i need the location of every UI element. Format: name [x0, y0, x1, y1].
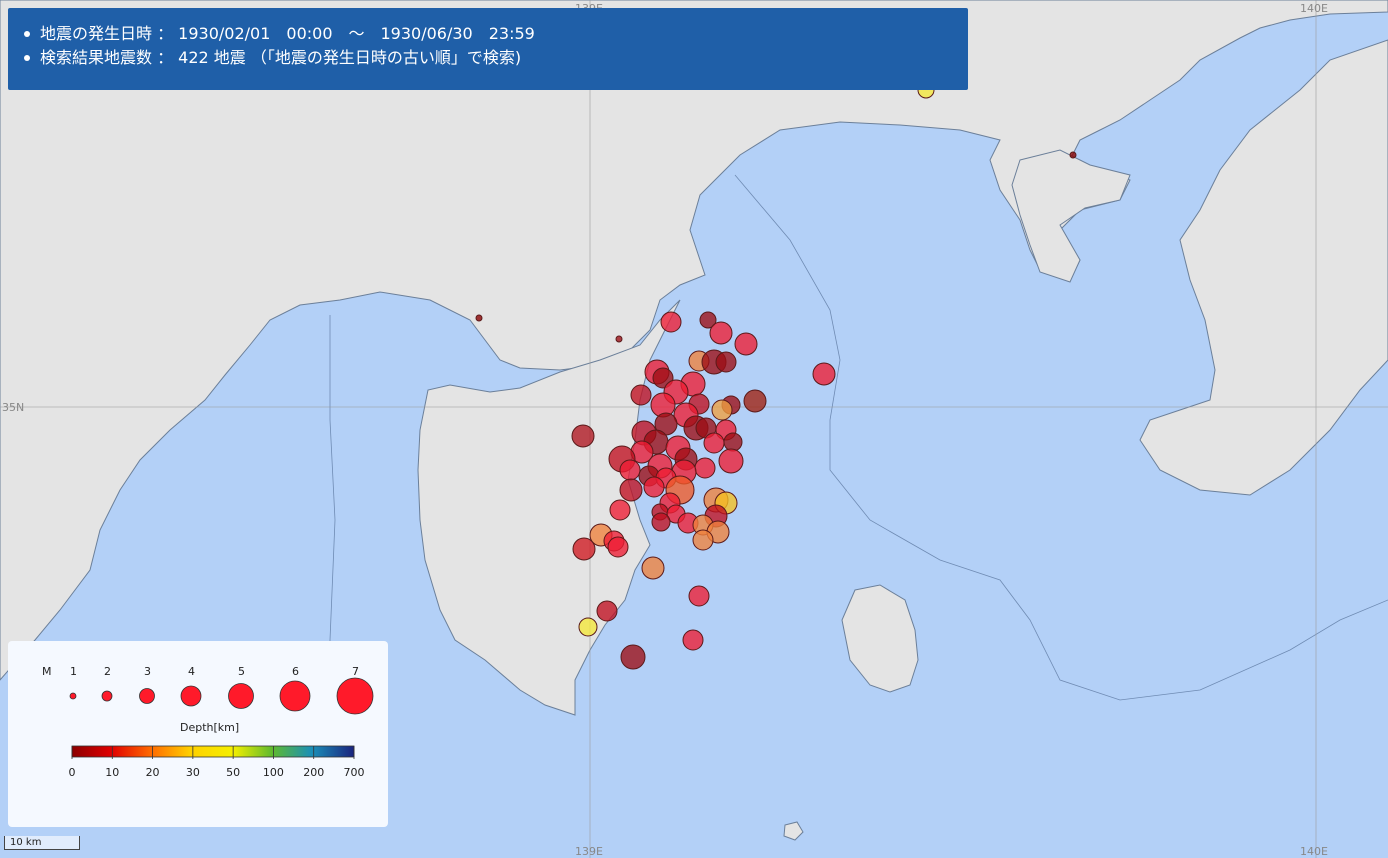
depth-contour	[734, 174, 1388, 701]
epicenter[interactable]	[709, 321, 733, 345]
scale-bar-label: 10 km	[10, 837, 42, 848]
depth-tick-label: 700	[344, 766, 365, 779]
epicenter[interactable]	[620, 644, 646, 670]
magnitude-circle	[101, 690, 113, 702]
magnitude-value: 4	[188, 665, 195, 678]
magnitude-value: 5	[238, 665, 245, 678]
miura-peninsula	[1011, 149, 1131, 283]
scale-bar: 10 km	[4, 836, 80, 850]
magnitude-value: 1	[70, 665, 77, 678]
islet	[783, 821, 804, 841]
depth-tick-label: 100	[263, 766, 284, 779]
epicenter[interactable]	[688, 585, 710, 607]
legend-panel: M 1 2 3 4 5 6 7 Depth[km] 0 10 20 30 50 100 200 700	[8, 641, 388, 827]
magnitude-value: 2	[104, 665, 111, 678]
search-summary-panel: 地震の発生日時 ： 1930/02/01 00:00 ～ 1930/06/30 …	[8, 8, 968, 90]
epicenter[interactable]	[743, 389, 767, 413]
depth-tick-label: 30	[186, 766, 200, 779]
depth-tick-label: 200	[303, 766, 324, 779]
epicenter[interactable]	[694, 457, 716, 479]
bullet-icon	[24, 55, 30, 61]
epicenter[interactable]	[643, 476, 665, 498]
depth-color-bar	[71, 745, 355, 758]
epicenter[interactable]	[630, 384, 652, 406]
epicenter[interactable]	[475, 314, 483, 322]
depth-tick-label: 0	[69, 766, 76, 779]
date-range-row: 地震の発生日時 ： 1930/02/01 00:00 ～ 1930/06/30 …	[22, 22, 958, 46]
magnitude-circle	[139, 688, 155, 704]
grid-label-140-top: 140E	[1300, 2, 1328, 15]
epicenter[interactable]	[660, 311, 682, 333]
grid-label-139-bottom: 139E	[575, 845, 603, 858]
epicenter[interactable]	[723, 432, 743, 452]
epicenter[interactable]	[615, 335, 623, 343]
magnitude-value: 3	[144, 665, 151, 678]
epicenter[interactable]	[572, 537, 596, 561]
depth-tick-label: 50	[226, 766, 240, 779]
epicenter[interactable]	[692, 529, 714, 551]
magnitude-scale: 1 2 3 4 5 6 7	[69, 665, 374, 715]
epicenter[interactable]	[619, 459, 641, 481]
epicenter[interactable]	[609, 499, 631, 521]
depth-tick-label: 20	[146, 766, 160, 779]
epicenter[interactable]	[607, 536, 629, 558]
epicenter[interactable]	[596, 600, 618, 622]
epicenter[interactable]	[734, 332, 758, 356]
magnitude-value: 7	[352, 665, 359, 678]
epicenter[interactable]	[699, 311, 717, 329]
depth-ticks: 0 10 20 30 50 100 200 700	[69, 746, 365, 779]
epicenter[interactable]	[571, 424, 595, 448]
epicenter[interactable]	[619, 478, 643, 502]
epicenter[interactable]	[641, 556, 665, 580]
bullet-icon	[24, 31, 30, 37]
epicenter[interactable]	[711, 399, 733, 421]
grid-label-35n: 35N	[2, 401, 24, 414]
epicenter[interactable]	[715, 351, 737, 373]
magnitude-circle	[228, 683, 254, 709]
magnitude-value: 6	[292, 665, 299, 678]
epicenter[interactable]	[578, 617, 598, 637]
result-count-row: 検索結果地震数 ： 422 地震 （「地震の発生日時の古い順」で検索)	[22, 46, 958, 70]
date-range-text: 地震の発生日時 ： 1930/02/01 00:00 ～ 1930/06/30 …	[40, 24, 535, 43]
magnitude-label: M	[42, 665, 52, 678]
depth-title: Depth[km]	[180, 721, 239, 734]
izu-oshima	[841, 584, 919, 693]
magnitude-circle	[69, 692, 77, 700]
epicenter[interactable]	[812, 362, 836, 386]
boso-peninsula	[1139, 39, 1388, 496]
magnitude-circle	[180, 685, 202, 707]
magnitude-circle	[336, 677, 374, 715]
epicenter[interactable]	[1069, 151, 1077, 159]
magnitude-circle	[279, 680, 311, 712]
epicenters	[475, 81, 1077, 670]
grid-label-140-bottom: 140E	[1300, 845, 1328, 858]
depth-tick-label: 10	[105, 766, 119, 779]
epicenter[interactable]	[651, 512, 671, 532]
epicenter[interactable]	[682, 629, 704, 651]
result-count-text: 検索結果地震数 ： 422 地震 （「地震の発生日時の古い順」で検索)	[40, 48, 522, 67]
epicenter[interactable]	[718, 448, 744, 474]
epicenter[interactable]	[703, 432, 725, 454]
